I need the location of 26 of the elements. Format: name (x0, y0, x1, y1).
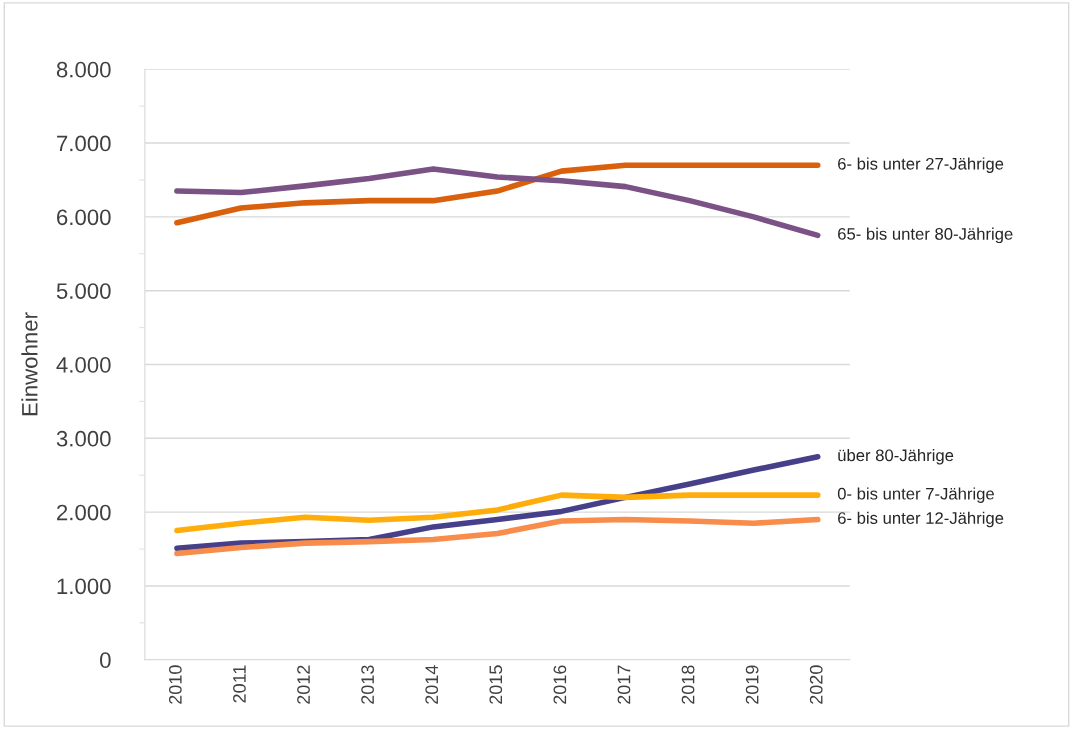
y-tick-label: 4.000 (56, 357, 111, 373)
y-tick-label: 1.000 (57, 578, 111, 595)
x-tick-label: 2012 (297, 665, 310, 704)
series-label: 65- bis unter 80-Jährige (838, 227, 1013, 244)
x-tick-label: 2019 (745, 665, 759, 704)
x-tick-label: 2010 (168, 665, 182, 704)
x-tick-label: 2014 (425, 665, 439, 704)
series-label: 6- bis unter 27-Jährige (838, 157, 1004, 173)
x-tick-label: 2020 (809, 665, 823, 704)
y-tick-label: 6.000 (57, 209, 111, 226)
x-tick-label: 2011 (233, 665, 246, 703)
series-label: über 80-Jährige (838, 449, 954, 465)
series-label: 6- bis unter 12-Jährige (838, 511, 1004, 528)
y-tick-label: 7.000 (57, 135, 111, 152)
series-label: 0- bis unter 7-Jährige (837, 487, 994, 503)
x-tick-label: 2015 (489, 665, 503, 704)
y-tick-label: 5.000 (56, 283, 111, 299)
y-tick-label: 2.000 (57, 504, 111, 521)
x-tick-label: 2017 (617, 665, 631, 704)
y-axis-title: Einwohner (21, 312, 38, 416)
x-tick-label: 2016 (553, 665, 567, 704)
y-tick-label: 0 (100, 652, 111, 669)
x-tick-label: 2018 (681, 665, 695, 704)
y-tick-label: 8.000 (56, 61, 111, 78)
y-tick-label: 3.000 (56, 430, 111, 447)
x-tick-label: 2013 (361, 665, 375, 704)
